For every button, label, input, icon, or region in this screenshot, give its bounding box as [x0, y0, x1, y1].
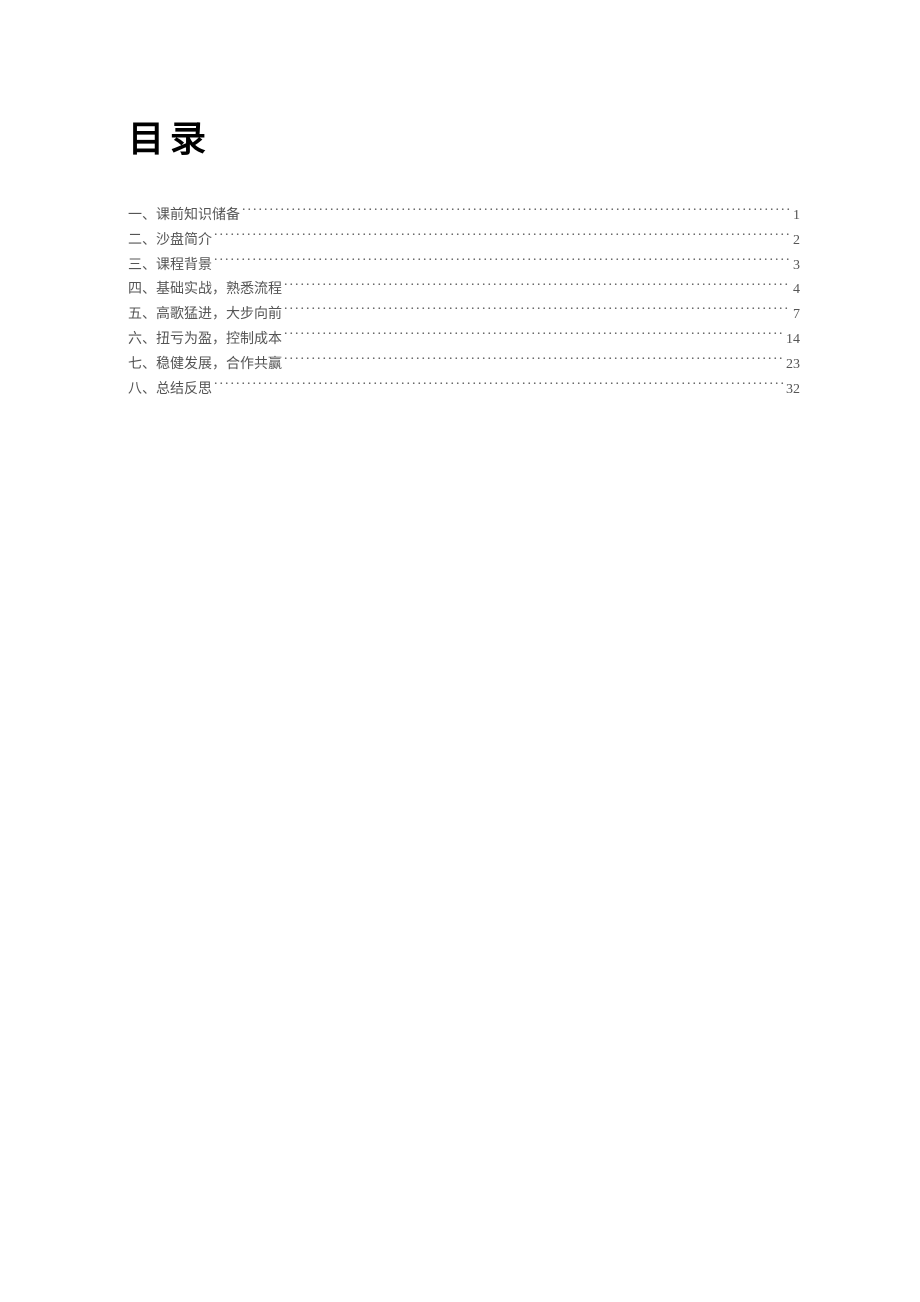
toc-entry-label: 四、基础实战，熟悉流程 [128, 278, 282, 302]
toc-entry[interactable]: 六、扭亏为盈，控制成本 14 [128, 328, 800, 352]
document-page: 目录 一、课前知识储备 1 二、沙盘简介 2 三、课程背景 3 四、基础实战，熟… [0, 0, 920, 401]
toc-entry[interactable]: 五、高歌猛进，大步向前 7 [128, 303, 800, 327]
toc-entry[interactable]: 八、总结反思 32 [128, 378, 800, 402]
toc-entry-page: 1 [793, 204, 800, 228]
toc-leader-dots [242, 205, 791, 219]
toc-entry-label: 三、课程背景 [128, 254, 212, 278]
toc-entry[interactable]: 四、基础实战，熟悉流程 4 [128, 278, 800, 302]
toc-entry-page: 4 [793, 278, 800, 302]
toc-leader-dots [284, 279, 791, 293]
toc-entry-label: 一、课前知识储备 [128, 204, 240, 228]
toc-entry[interactable]: 三、课程背景 3 [128, 254, 800, 278]
toc-entry-page: 32 [786, 378, 800, 402]
toc-entry-label: 五、高歌猛进，大步向前 [128, 303, 282, 327]
toc-entry-page: 23 [786, 353, 800, 377]
toc-entry[interactable]: 二、沙盘简介 2 [128, 229, 800, 253]
toc-leader-dots [284, 304, 791, 318]
toc-title: 目录 [128, 110, 800, 162]
toc-entry[interactable]: 七、稳健发展，合作共赢 23 [128, 353, 800, 377]
toc-entry-page: 7 [793, 303, 800, 327]
toc-entry-page: 14 [786, 328, 800, 352]
toc-entry-label: 八、总结反思 [128, 378, 212, 402]
toc-entry-label: 六、扭亏为盈，控制成本 [128, 328, 282, 352]
toc-entry[interactable]: 一、课前知识储备 1 [128, 204, 800, 228]
toc-entry-label: 二、沙盘简介 [128, 229, 212, 253]
toc-entry-label: 七、稳健发展，合作共赢 [128, 353, 282, 377]
toc-entry-page: 3 [793, 254, 800, 278]
toc-leader-dots [284, 354, 784, 368]
toc-leader-dots [214, 255, 791, 269]
toc-leader-dots [284, 329, 784, 343]
toc-entry-page: 2 [793, 229, 800, 253]
toc-leader-dots [214, 230, 791, 244]
toc-leader-dots [214, 379, 784, 393]
table-of-contents: 一、课前知识储备 1 二、沙盘简介 2 三、课程背景 3 四、基础实战，熟悉流程… [128, 204, 800, 401]
